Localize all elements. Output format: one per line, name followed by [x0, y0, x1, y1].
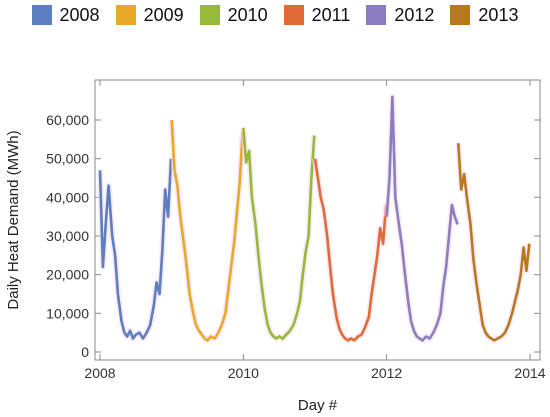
- series-line-2010: [242, 127, 316, 340]
- legend-swatch: [115, 5, 136, 25]
- legend-swatch: [31, 5, 52, 25]
- x-tick-label: 2010: [228, 365, 259, 381]
- y-tick-label: 0: [81, 344, 89, 360]
- x-tick-label: 2012: [371, 365, 402, 381]
- series-halo-2013: [455, 143, 533, 344]
- x-tick-label: 2014: [514, 365, 545, 381]
- legend-swatch: [450, 5, 471, 25]
- y-tick-label: 20,000: [46, 267, 89, 283]
- y-axis-label: Daily Heat Demand (MWh): [5, 130, 22, 309]
- legend-swatch: [366, 5, 387, 25]
- legend-label: 2012: [394, 4, 435, 25]
- legend-label: 2008: [59, 4, 100, 25]
- legend-item-2011: 2011: [283, 4, 351, 26]
- legend-item-2008: 2008: [31, 4, 100, 26]
- legend: 2008 2009 2010 2011 2012 2013: [0, 4, 550, 26]
- legend-label: 2010: [227, 4, 268, 25]
- plot-frame: [94, 79, 541, 361]
- y-tick-label: 30,000: [46, 228, 89, 244]
- series-line-2012: [385, 95, 459, 342]
- y-tick-label: 50,000: [46, 151, 89, 167]
- y-tick-label: 40,000: [46, 189, 89, 205]
- legend-label: 2009: [143, 4, 184, 25]
- series-line-2011: [313, 158, 388, 342]
- y-tick-label: 10,000: [46, 305, 89, 321]
- legend-swatch: [283, 5, 304, 25]
- series-halo-2011: [312, 158, 389, 344]
- series-line-2013: [457, 143, 531, 342]
- legend-label: 2013: [478, 4, 519, 25]
- series-line-2008: [98, 158, 173, 340]
- series-halo-2010: [240, 127, 318, 342]
- legend-swatch: [199, 5, 220, 25]
- x-tick-label: 2008: [84, 365, 115, 381]
- legend-item-2013: 2013: [450, 5, 518, 26]
- series-halo-2008: [97, 158, 174, 342]
- y-tick-label: 60,000: [46, 112, 89, 128]
- legend-label: 2011: [311, 4, 351, 25]
- series-line-2009: [170, 119, 244, 342]
- legend-item-2012: 2012: [366, 5, 434, 26]
- legend-item-2010: 2010: [199, 4, 268, 26]
- legend-item-2009: 2009: [115, 4, 184, 26]
- x-axis-label: Day #: [298, 397, 338, 414]
